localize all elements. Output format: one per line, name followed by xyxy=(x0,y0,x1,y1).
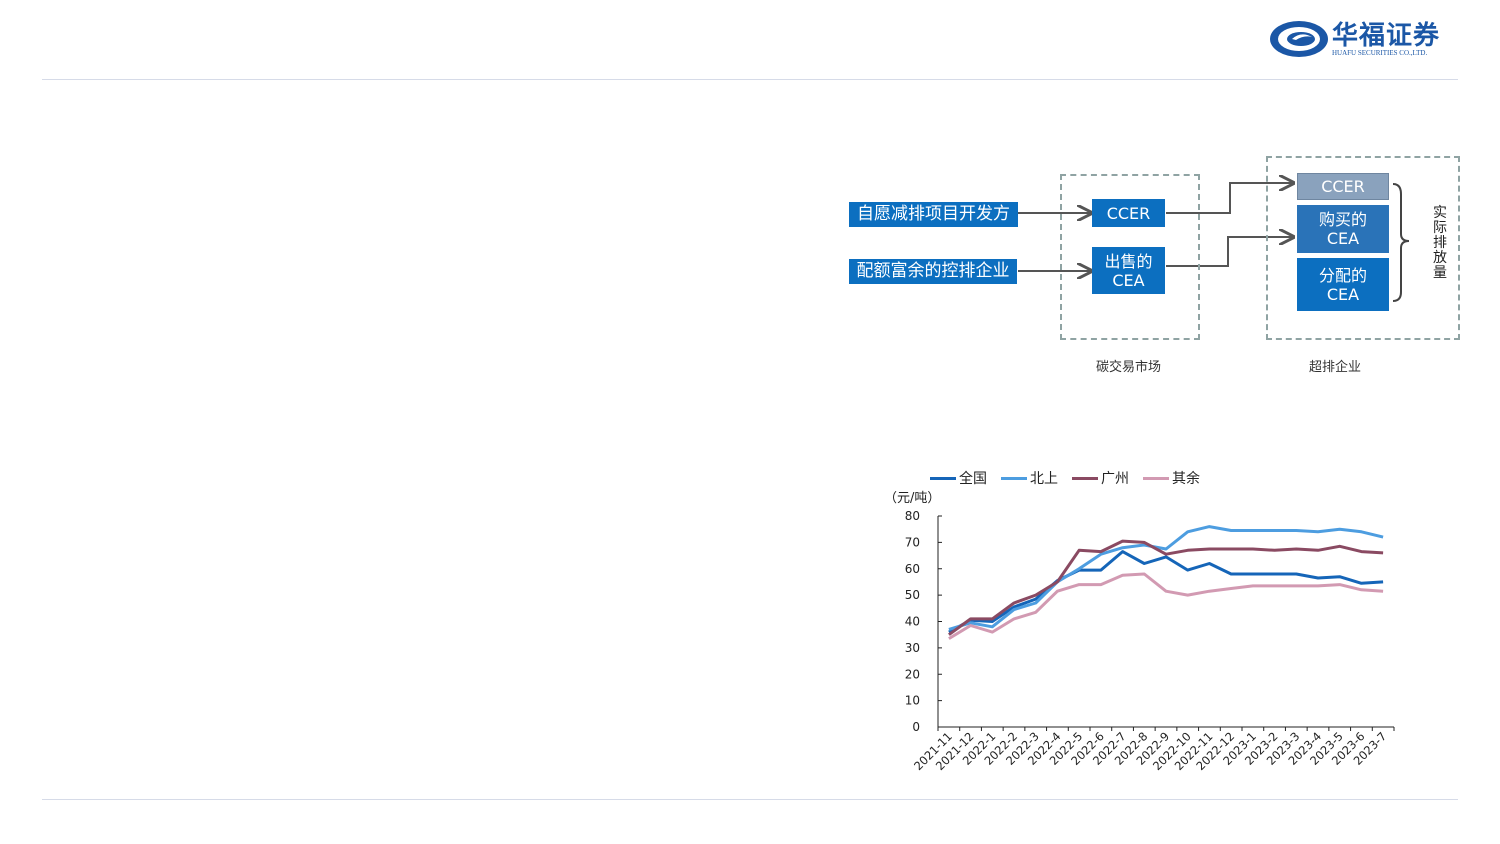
chart-legend: 全国 北上 广州 其余 xyxy=(930,468,1214,488)
brand-name-cn: 华福证券 xyxy=(1332,21,1441,51)
y-unit-label: （元/吨） xyxy=(884,491,941,506)
footer-divider xyxy=(42,799,1458,800)
company-dashed-frame xyxy=(1266,156,1460,340)
series-line xyxy=(948,525,1384,631)
legend-swatch xyxy=(1072,476,1098,480)
legend-label: 北上 xyxy=(1030,471,1058,487)
legend-swatch xyxy=(1001,476,1027,480)
market-caption: 碳交易市场 xyxy=(1096,360,1162,375)
y-tick-label: 10 xyxy=(905,694,920,708)
carbon-price-chart: 全国 北上 广州 其余 （元/吨） 0 10 20 30 40 50 60 70 80 2021-… xyxy=(870,460,1410,790)
company-caption: 超排企业 xyxy=(1309,360,1362,375)
y-tick-label: 70 xyxy=(905,535,920,549)
legend-item-others: 其余 xyxy=(1143,468,1200,488)
legend-item-guangzhou: 广州 xyxy=(1072,468,1129,488)
arrow-cea-out xyxy=(1166,237,1293,267)
y-tick-label: 50 xyxy=(905,588,920,602)
y-tick-label: 40 xyxy=(905,615,920,629)
header-divider xyxy=(42,79,1458,80)
company-allocated-cea-box: 分配的 CEA xyxy=(1297,258,1389,311)
legend-item-national: 全国 xyxy=(930,468,987,488)
y-tick-label: 0 xyxy=(912,720,920,734)
legend-swatch xyxy=(930,476,956,480)
series-line xyxy=(948,550,1384,634)
legend-label: 全国 xyxy=(959,471,987,487)
brace-shape xyxy=(1392,183,1410,302)
chart-plot-area: 010203040506070802021-112021-122022-1202… xyxy=(905,509,1395,773)
y-tick-label: 60 xyxy=(905,562,920,576)
series-line xyxy=(948,539,1384,636)
company-ccer-box: CCER xyxy=(1297,173,1389,200)
legend-label: 广州 xyxy=(1101,471,1129,487)
brand-name-en: HUAFU SECURITIES CO.,LTD. xyxy=(1332,49,1428,57)
y-tick-label: 80 xyxy=(905,509,920,523)
company-bought-cea-box: 购买的 CEA xyxy=(1297,205,1389,253)
source-voluntary-developer: 自愿减排项目开发方 xyxy=(849,202,1018,227)
source-surplus-quota-company: 配额富余的控排企业 xyxy=(849,259,1017,284)
legend-item-beishang: 北上 xyxy=(1001,468,1058,488)
market-ccer-box: CCER xyxy=(1092,199,1165,227)
legend-swatch xyxy=(1143,476,1169,480)
actual-emission-label: 实际排放量 xyxy=(1433,205,1447,281)
brand-logo: 华福证券 HUAFU SECURITIES CO.,LTD. xyxy=(1268,17,1458,61)
market-cea-box: 出售的 CEA xyxy=(1092,247,1165,294)
series-line xyxy=(948,572,1384,640)
legend-label: 其余 xyxy=(1172,471,1200,487)
market-dashed-frame xyxy=(1060,174,1200,340)
huafu-emblem-icon xyxy=(1270,21,1328,57)
y-tick-label: 30 xyxy=(905,641,920,655)
carbon-market-diagram: 自愿减排项目开发方 配额富余的控排企业 CCER 出售的 CEA 碳交易市场 C… xyxy=(840,150,1470,380)
y-tick-label: 20 xyxy=(905,667,920,681)
